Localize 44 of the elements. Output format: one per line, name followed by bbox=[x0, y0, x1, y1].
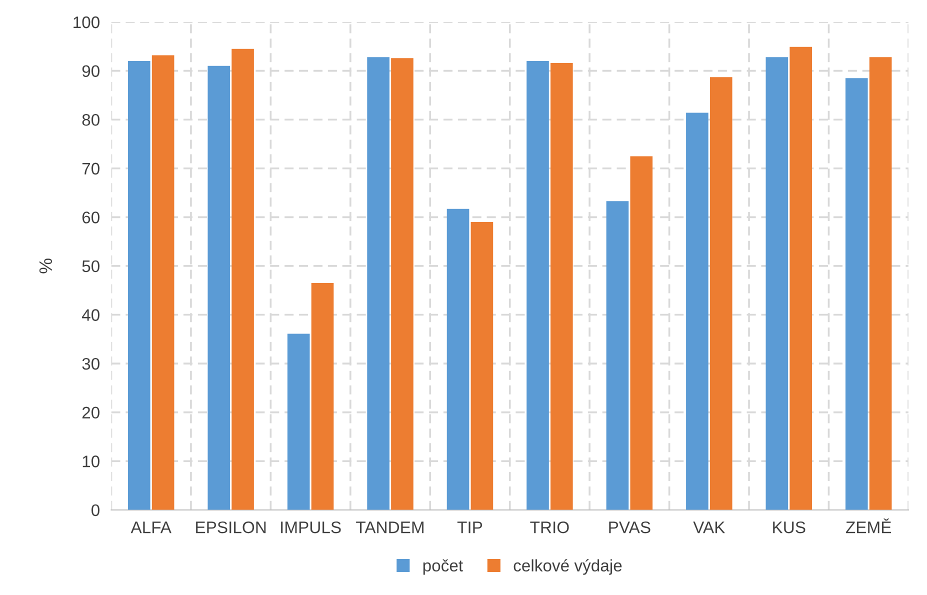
y-tick-label: 60 bbox=[82, 212, 100, 224]
bar bbox=[790, 46, 812, 510]
x-tick-label: KUS bbox=[773, 521, 806, 534]
bar bbox=[526, 61, 549, 510]
y-tick-label: 90 bbox=[82, 65, 100, 78]
bar bbox=[446, 208, 470, 510]
bar bbox=[311, 283, 334, 510]
x-tick-label: ZEMĚ bbox=[846, 518, 892, 534]
bar bbox=[710, 77, 732, 510]
y-tick-label: 20 bbox=[82, 406, 100, 419]
bar bbox=[128, 61, 150, 510]
bar bbox=[287, 334, 310, 510]
x-tick-label: EPSILON bbox=[196, 521, 266, 534]
bar bbox=[391, 58, 414, 510]
y-tick-label: 30 bbox=[82, 358, 100, 370]
x-tick-label: ALFA bbox=[130, 522, 172, 534]
x-tick-label: TIP bbox=[457, 522, 482, 534]
y-tick-label: 80 bbox=[82, 114, 100, 126]
bar bbox=[470, 222, 494, 510]
y-tick-label: 10 bbox=[82, 456, 100, 468]
x-tick-label: VAK bbox=[693, 522, 726, 534]
y-tick-label: 50 bbox=[82, 260, 100, 272]
bar bbox=[766, 57, 788, 510]
x-tick-label: IMPULS bbox=[281, 521, 341, 534]
bar bbox=[550, 63, 573, 510]
y-axis-title: % bbox=[39, 258, 52, 274]
bar bbox=[630, 156, 653, 510]
legend-label: celkové výdaje bbox=[514, 559, 622, 575]
bar bbox=[208, 66, 230, 510]
y-tick-label: 0 bbox=[92, 504, 100, 516]
bar bbox=[367, 57, 390, 510]
bar bbox=[232, 48, 254, 510]
bar bbox=[869, 57, 892, 510]
x-tick-label: TANDEM bbox=[356, 522, 424, 534]
bar bbox=[152, 55, 174, 510]
legend-label: počet bbox=[423, 559, 463, 575]
bar bbox=[686, 112, 708, 510]
y-tick-label: 100 bbox=[74, 16, 100, 28]
y-tick-label: 40 bbox=[82, 309, 100, 321]
bar bbox=[606, 201, 629, 510]
y-tick-label: 70 bbox=[82, 162, 100, 175]
x-tick-label: PVAS bbox=[609, 521, 650, 534]
bar bbox=[845, 78, 868, 510]
x-tick-label: TRIO bbox=[530, 521, 569, 534]
